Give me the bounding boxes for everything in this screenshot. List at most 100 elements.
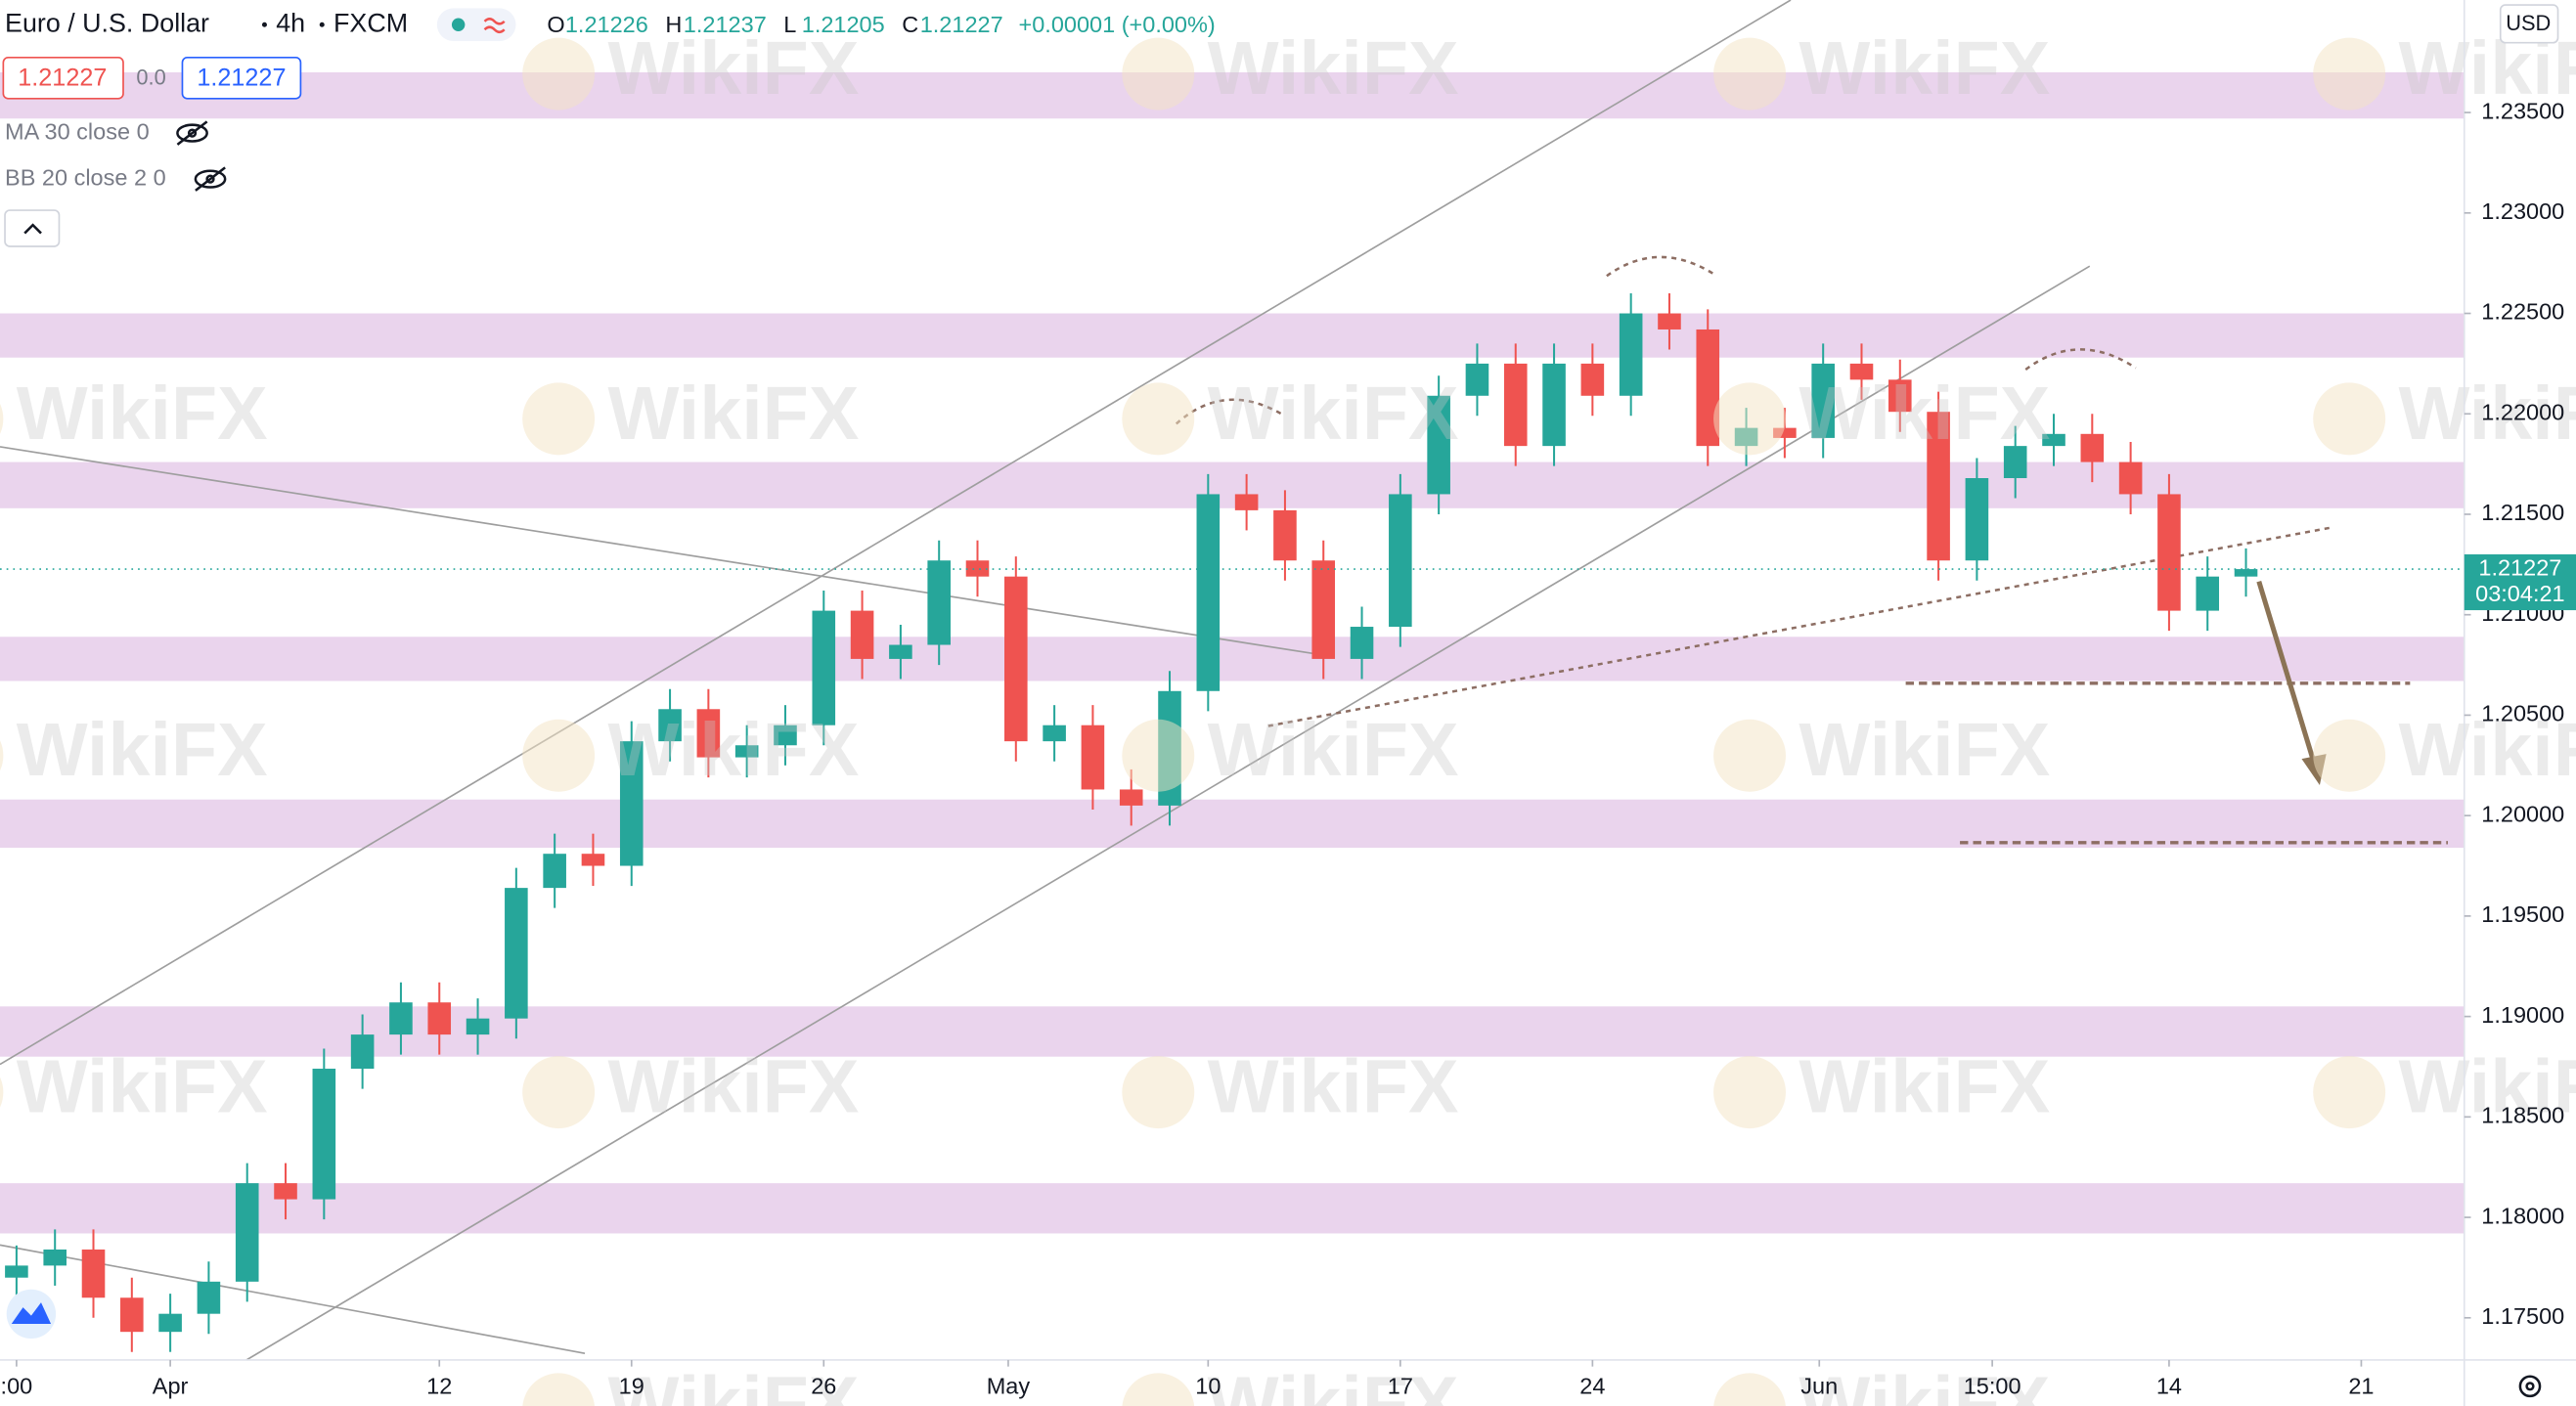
candle-body [1849, 363, 1874, 380]
candle-body [696, 709, 721, 758]
x-tick-label: 26 [811, 1374, 836, 1399]
y-tick-label: 1.19500 [2481, 901, 2564, 927]
watermark: WikiFX [1799, 1045, 2050, 1129]
candle-body [2234, 569, 2258, 577]
watermark-logo [2313, 719, 2386, 792]
watermark: WikiFX [2399, 708, 2576, 792]
candle-body [1350, 627, 1374, 659]
watermark-logo [522, 719, 596, 792]
watermark-logo [2313, 37, 2386, 110]
candle-body [2118, 461, 2143, 495]
x-tick-label: Apr [153, 1374, 189, 1399]
watermark-logo [1122, 719, 1195, 792]
watermark: WikiFX [17, 708, 268, 792]
y-tick-label: 1.19000 [2481, 1002, 2564, 1028]
ohlc-value: 1.21205 [802, 12, 885, 37]
y-tick-label: 1.18000 [2481, 1203, 2564, 1228]
ohlc-value: 1.21226 [565, 12, 648, 37]
x-tick-label: 12 [426, 1374, 452, 1399]
watermark: WikiFX [1208, 1045, 1459, 1129]
candle-body [197, 1281, 221, 1314]
candle-body [389, 1002, 413, 1035]
candle-body [5, 1265, 28, 1278]
buy-button[interactable] [181, 56, 302, 100]
x-tick-label: 24 [1579, 1374, 1605, 1399]
collapse-button[interactable] [4, 209, 61, 247]
candle-body [1234, 494, 1259, 510]
last-price-box [2464, 553, 2576, 611]
separator [261, 22, 267, 27]
head-arc [1606, 255, 1718, 278]
zone [0, 461, 2465, 508]
y-tick-label: 1.20000 [2481, 801, 2564, 826]
watermark-logo [2313, 382, 2386, 456]
visibility-icon[interactable] [194, 166, 227, 192]
candle-body [2042, 433, 2065, 447]
candle-body [1273, 509, 1297, 561]
chevron [23, 223, 42, 235]
watermark: WikiFX [1208, 708, 1459, 792]
change: +0.00001 (+0.00%) [1019, 12, 1216, 37]
candle-body [1773, 427, 1797, 438]
visibility-icon[interactable] [176, 120, 208, 146]
watermark: WikiFX [1799, 708, 2050, 792]
channel-upper [0, 0, 1792, 1066]
watermark: WikiFX [1799, 1362, 2050, 1406]
status-pill[interactable] [436, 8, 516, 42]
candle-body [235, 1183, 259, 1282]
candle-body [965, 560, 990, 577]
candle-body [120, 1297, 144, 1333]
exchange: FXCM [333, 8, 408, 37]
currency-box[interactable] [2499, 4, 2559, 44]
watermark-logo [1713, 719, 1786, 792]
candle-body [543, 854, 566, 889]
drawings [0, 0, 2448, 1361]
candle-body [2003, 446, 2027, 479]
sell-button[interactable] [2, 56, 124, 100]
watermark: WikiFX [1799, 372, 2050, 456]
watermark: WikiFX [1208, 26, 1459, 110]
candle-body [43, 1249, 67, 1266]
currency: USD [2506, 11, 2551, 35]
y-tick-label: 1.21500 [2481, 500, 2564, 525]
candle-body [312, 1069, 336, 1200]
x-tick-label: 19 [619, 1374, 644, 1399]
candle-body [158, 1313, 182, 1333]
watermark: WikiFX [17, 1045, 268, 1129]
y-tick-label: 1.17500 [2481, 1303, 2564, 1329]
status-icon [483, 18, 506, 34]
x-tick-label: 10 [1195, 1374, 1221, 1399]
y-tick-label: 1.22000 [2481, 399, 2564, 424]
zones [0, 71, 2465, 1234]
candle-body [927, 560, 951, 645]
watermark: WikiFX [608, 26, 860, 110]
candle-body [1927, 412, 1950, 561]
candle-body [1427, 395, 1450, 495]
candle-body [1043, 725, 1066, 742]
countdown: 03:04:21 [2475, 581, 2564, 606]
watermark-logo [2313, 1056, 2386, 1129]
channel-lower [245, 265, 2091, 1361]
watermark-logo [0, 1076, 4, 1108]
candle-body [850, 610, 874, 659]
settings-icon[interactable] [2518, 1375, 2542, 1398]
candle-body [1580, 363, 1605, 396]
watermark: WikiFX [608, 708, 860, 792]
watermark: WikiFX [2399, 1045, 2576, 1129]
candle-body [1658, 313, 1681, 330]
sell-price: 1.21227 [18, 64, 107, 91]
candle-body [1311, 560, 1336, 659]
candle-body [81, 1249, 106, 1298]
watermark-logo [1713, 1373, 1786, 1406]
candle-body [812, 610, 836, 725]
zone [0, 313, 2465, 358]
candle-body [2157, 494, 2181, 611]
y-tick-label: 1.20500 [2481, 701, 2564, 726]
x-tick-label: Jun [1800, 1374, 1838, 1399]
neckline [1267, 526, 2333, 727]
watermark-logo [1122, 37, 1195, 110]
candle-body [350, 1034, 375, 1070]
candle-body [505, 888, 528, 1019]
ohlc-key: H [665, 12, 682, 37]
